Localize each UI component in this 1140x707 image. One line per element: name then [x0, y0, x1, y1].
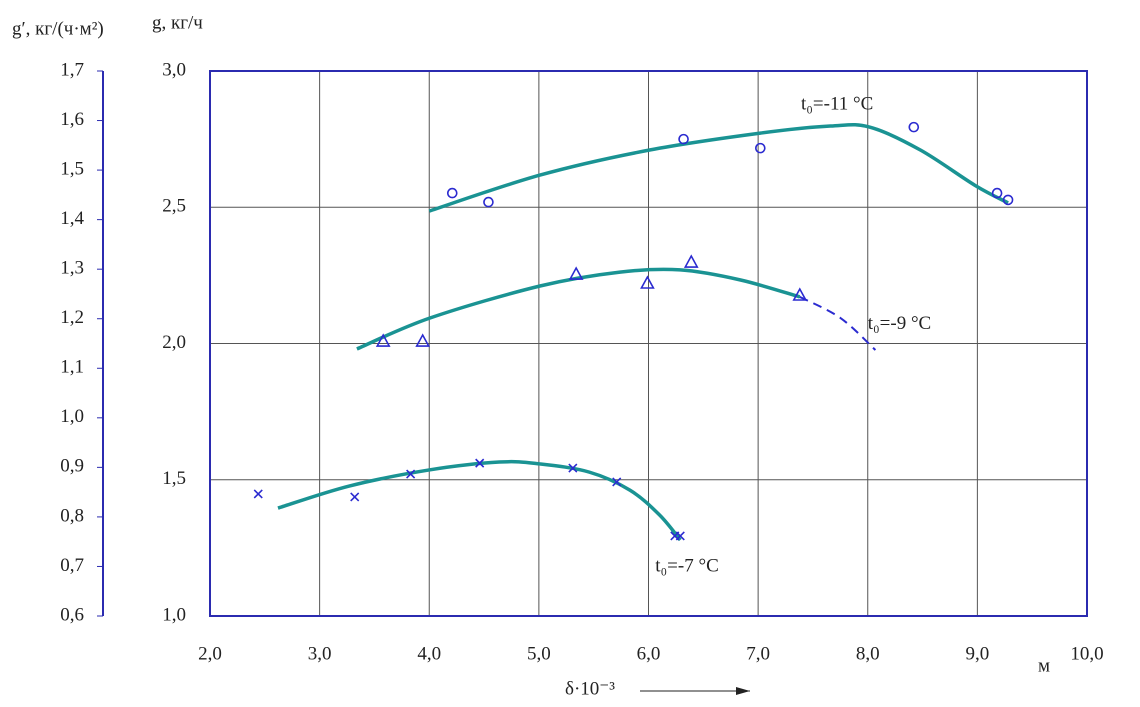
x-tick-label: 6,0	[637, 643, 661, 664]
data-point	[446, 187, 458, 199]
fit-curve	[277, 459, 682, 542]
curve-label: t₀=-7 °C	[655, 555, 718, 576]
data-point	[475, 458, 485, 468]
y2-tick-label: 1,6	[60, 109, 84, 130]
data-point	[755, 142, 766, 154]
y-tick-label: 1,0	[162, 604, 186, 625]
data-point	[406, 469, 416, 479]
data-point	[991, 187, 1003, 199]
y-axis-label: g, кг/ч	[152, 12, 203, 33]
x-axis-label: δ·10⁻³	[565, 678, 615, 699]
y2-tick-label: 0,9	[60, 456, 84, 477]
x-tick-label: 5,0	[527, 643, 551, 664]
x-unit: м	[1038, 655, 1050, 676]
y-tick-label: 1,5	[162, 468, 186, 489]
x-tick-label: 8,0	[856, 643, 880, 664]
y2-tick-label: 1,5	[60, 158, 84, 179]
data-point	[415, 333, 431, 347]
x-axis-arrowhead	[736, 687, 750, 695]
curve-label: t₀=-9 °C	[868, 313, 931, 334]
y2-tick-label: 0,6	[60, 604, 84, 625]
data-point	[483, 196, 494, 208]
data-point	[612, 477, 622, 487]
data-point	[640, 275, 655, 289]
y2-axis-label: g′, кг/(ч·м²)	[12, 18, 104, 39]
x-tick-label: 4,0	[417, 643, 441, 664]
curve-label: t₀=-11 °C	[801, 93, 873, 114]
data-point	[375, 333, 391, 347]
plot-frame	[209, 70, 1088, 617]
data-point	[568, 463, 578, 473]
data-point	[678, 133, 689, 145]
data-point	[350, 492, 360, 502]
y2-tick-label: 1,2	[60, 307, 84, 328]
x-tick-label: 9,0	[966, 643, 990, 664]
data-point	[792, 287, 808, 301]
x-tick-label: 2,0	[198, 643, 222, 664]
y2-tick-label: 1,3	[60, 258, 84, 279]
y2-tick-label: 1,4	[60, 208, 84, 229]
y2-tick-label: 0,8	[60, 505, 84, 526]
fit-curve	[799, 296, 877, 351]
fit-curve	[428, 122, 1009, 213]
x-tick-label: 3,0	[308, 643, 332, 664]
x-tick-label: 7,0	[746, 643, 770, 664]
data-point	[253, 489, 263, 499]
y-tick-label: 2,0	[162, 332, 186, 353]
x-tick-label: 10,0	[1070, 643, 1103, 664]
y2-tick-label: 1,1	[60, 357, 84, 378]
y-tick-label: 2,5	[162, 196, 186, 217]
data-point	[683, 254, 699, 268]
y-tick-label: 3,0	[162, 59, 186, 80]
data-point	[568, 266, 584, 280]
y2-tick-label: 1,7	[60, 59, 84, 80]
data-point	[908, 121, 920, 133]
y2-tick-label: 1,0	[60, 406, 84, 427]
data-point	[675, 531, 685, 541]
fit-curve	[356, 267, 801, 351]
y2-tick-label: 0,7	[60, 555, 84, 576]
data-point	[1002, 194, 1014, 206]
